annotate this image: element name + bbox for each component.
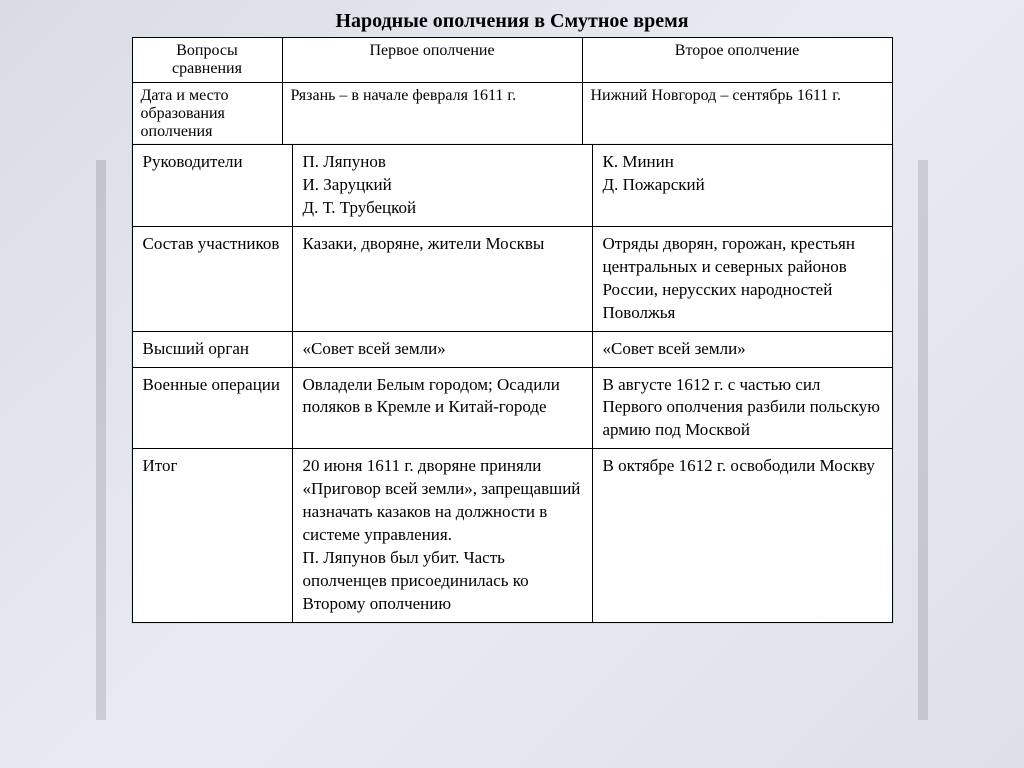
cell-date-c1: Рязань – в начале февраля 1611 г. [282, 83, 582, 146]
cell-organ-c1: «Совет всей земли» [292, 331, 592, 367]
comparison-table: Руководители П. ЛяпуновИ. ЗаруцкийД. Т. … [132, 144, 893, 623]
cell-organ-c2: «Совет всей земли» [592, 331, 892, 367]
cell-result-c1: 20 июня 1611 г. дворяне приняли «Пригово… [292, 449, 592, 623]
cell-leaders-label: Руководители [132, 145, 292, 227]
side-shadow [96, 160, 106, 720]
cell-members-c1: Казаки, дворяне, жители Москвы [292, 226, 592, 331]
row-leaders: Руководители П. ЛяпуновИ. ЗаруцкийД. Т. … [132, 145, 892, 227]
row-members: Состав участников Казаки, дворяне, жител… [132, 226, 892, 331]
page-slide: Народные ополчения в Смутное время Вопро… [0, 0, 1024, 768]
row-result: Итог 20 июня 1611 г. дворяне приняли «Пр… [132, 449, 892, 623]
cell-ops-c2: В августе 1612 г. с частью сил Первого о… [592, 367, 892, 449]
cell-members-c2: Отряды дворян, горожан, крестьян централ… [592, 226, 892, 331]
cell-result-label: Итог [132, 449, 292, 623]
page-title: Народные ополчения в Смутное время [335, 10, 688, 33]
side-shadow [918, 160, 928, 720]
header-questions: Вопросы сравнения [132, 38, 282, 83]
cell-ops-c1: Овладели Белым городом; Осадили поляков … [292, 367, 592, 449]
header-second: Второе ополчение [582, 38, 892, 83]
row-organ: Высший орган «Совет всей земли» «Совет в… [132, 331, 892, 367]
row-date: Дата и место образования ополчения Рязан… [132, 83, 892, 146]
table-header-row: Вопросы сравнения Первое ополчение Второ… [132, 38, 892, 83]
cell-date-c2: Нижний Новгород – сентябрь 1611 г. [582, 83, 892, 146]
cell-leaders-c2: К. МининД. Пожарский [592, 145, 892, 227]
cell-organ-label: Высший орган [132, 331, 292, 367]
cell-leaders-c1: П. ЛяпуновИ. ЗаруцкийД. Т. Трубецкой [292, 145, 592, 227]
cell-ops-label: Военные операции [132, 367, 292, 449]
cell-members-label: Состав участников [132, 226, 292, 331]
table-header-block: Вопросы сравнения Первое ополчение Второ… [132, 37, 893, 146]
cell-date-label: Дата и место образования ополчения [132, 83, 282, 146]
row-ops: Военные операции Овладели Белым городом;… [132, 367, 892, 449]
cell-result-c2: В октябре 1612 г. освободили Москву [592, 449, 892, 623]
header-first: Первое ополчение [282, 38, 582, 83]
table-body-block: Руководители П. ЛяпуновИ. ЗаруцкийД. Т. … [132, 144, 893, 623]
